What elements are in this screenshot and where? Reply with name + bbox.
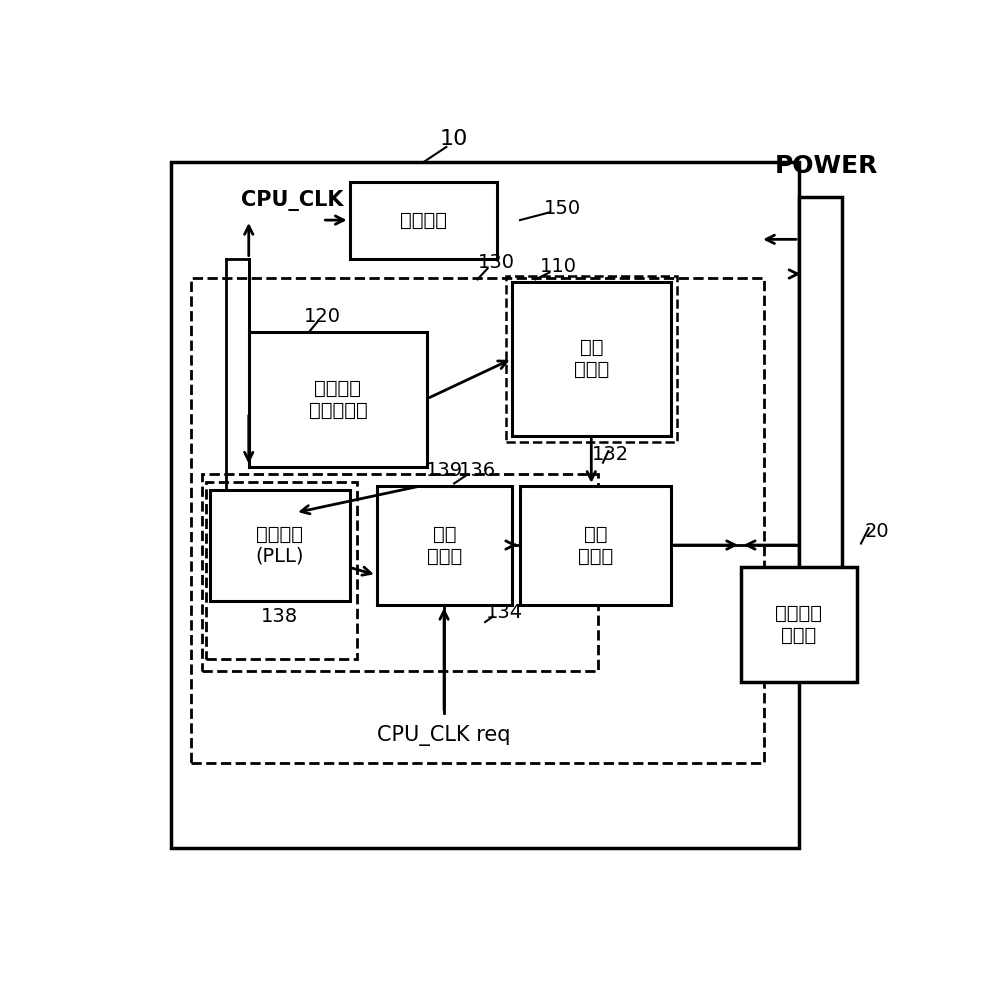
Text: CPU_CLK req: CPU_CLK req [377,726,511,746]
Text: 132: 132 [592,445,629,464]
Text: CPU_CLK: CPU_CLK [241,190,343,211]
Text: 10: 10 [440,129,468,149]
Text: 110: 110 [540,257,577,276]
Bar [799,197,841,628]
Bar [207,482,357,659]
Bar [249,332,427,466]
Text: 120: 120 [303,307,341,326]
Text: 138: 138 [261,607,298,626]
Bar [203,474,598,671]
Bar [349,182,497,259]
Text: 139: 139 [426,461,463,480]
Bar [741,567,857,682]
Text: 外部电压
调节器: 外部电压 调节器 [775,604,822,645]
Bar [520,486,671,605]
Bar [506,276,678,442]
Text: 时脉
控制器: 时脉 控制器 [427,525,462,566]
Bar [376,486,512,605]
Text: 134: 134 [486,603,523,622]
Text: 20: 20 [864,522,889,541]
Text: 性能
分析器: 性能 分析器 [574,338,610,379]
Text: POWER: POWER [774,154,878,178]
Bar [512,282,671,436]
Text: 电压
控制器: 电压 控制器 [578,525,613,566]
Bar [172,162,799,848]
Text: 130: 130 [478,253,515,272]
Text: 150: 150 [544,199,581,218]
Text: 锁相回路
(PLL): 锁相回路 (PLL) [255,525,304,566]
Bar [191,278,764,763]
Bar [210,490,349,601]
Text: 136: 136 [459,461,496,480]
Text: 逻辑电路: 逻辑电路 [399,211,447,230]
Text: 第一硬件
性能监视器: 第一硬件 性能监视器 [308,379,367,420]
